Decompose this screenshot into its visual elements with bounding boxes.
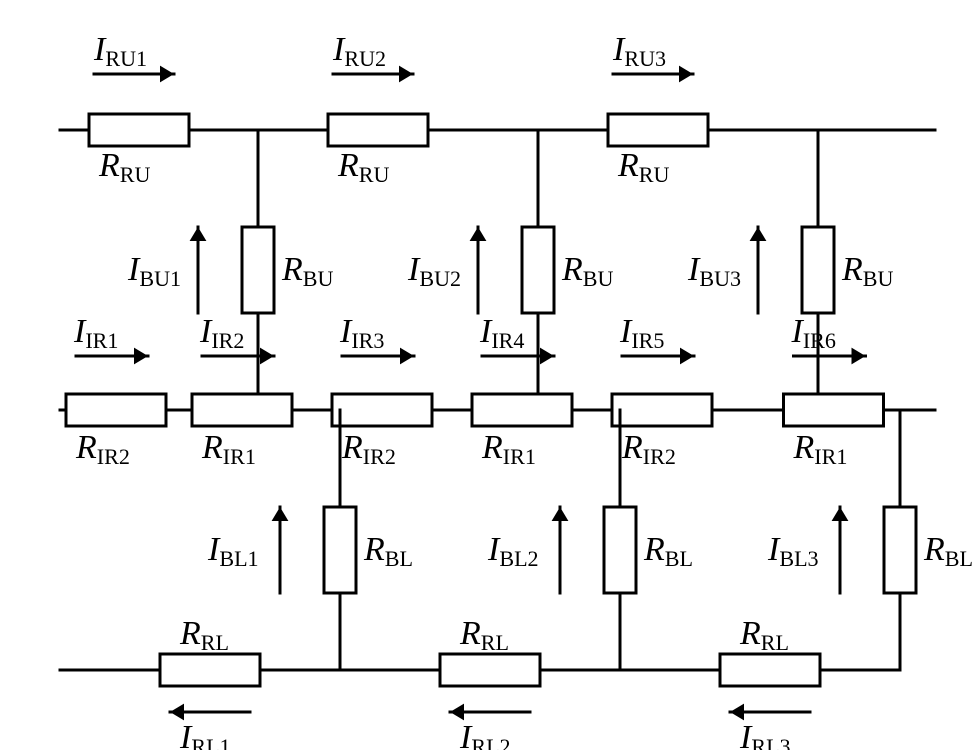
label-IRL1: IRL1 — [179, 719, 231, 750]
label-IIR4: IIR4 — [479, 313, 524, 353]
label-IRU3: IRU3 — [612, 31, 666, 71]
label-RBU_2: RBU — [561, 251, 614, 291]
label-IBL2: IBL2 — [487, 531, 539, 571]
label-RBU_1: RBU — [281, 251, 334, 291]
label-RIR2_a: RIR2 — [75, 429, 130, 469]
label-RIR1_c: RIR1 — [793, 429, 848, 469]
label-IRL3: IRL3 — [739, 719, 791, 750]
label-RBL_2: RBL — [643, 531, 693, 571]
label-IBU3: IBU3 — [687, 251, 741, 291]
label-RRL_2: RRL — [459, 615, 509, 655]
label-RRU_3: RRU — [617, 147, 670, 187]
label-IRU1: IRU1 — [93, 31, 147, 71]
label-RIR1_b: RIR1 — [481, 429, 536, 469]
label-RBL_1: RBL — [363, 531, 413, 571]
label-IIR3: IIR3 — [339, 313, 384, 353]
label-RRU_1: RRU — [98, 147, 151, 187]
label-IBL3: IBL3 — [767, 531, 819, 571]
label-RRU_2: RRU — [337, 147, 390, 187]
label-RIR2_c: RIR2 — [621, 429, 676, 469]
label-IIR2: IIR2 — [199, 313, 244, 353]
label-RBU_3: RBU — [841, 251, 894, 291]
label-RRL_1: RRL — [179, 615, 229, 655]
label-RBL_3: RBL — [923, 531, 973, 571]
label-IBU1: IBU1 — [127, 251, 181, 291]
circuit-diagram: RRU IRU1 RRU IRU2 RRU IRU3 RBU IBU1 RBU IBU2 RBU IB… — [0, 0, 975, 750]
label-IIR5: IIR5 — [619, 313, 664, 353]
label-IRU2: IRU2 — [332, 31, 386, 71]
label-RRL_3: RRL — [739, 615, 789, 655]
label-RIR1_a: RIR1 — [201, 429, 256, 469]
label-IBU2: IBU2 — [407, 251, 461, 291]
label-IRL2: IRL2 — [459, 719, 511, 750]
label-RIR2_b: RIR2 — [341, 429, 396, 469]
label-IIR1: IIR1 — [73, 313, 118, 353]
label-IBL1: IBL1 — [207, 531, 259, 571]
label-IIR6: IIR6 — [791, 313, 836, 353]
